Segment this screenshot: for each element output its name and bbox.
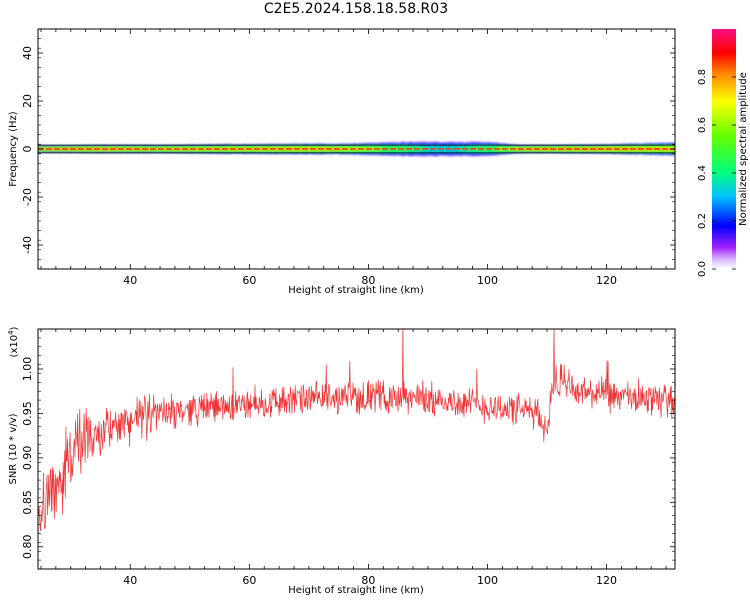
y-tick-label: 40 [21, 46, 34, 60]
y-tick-label: 0.80 [21, 535, 34, 560]
y-tick-label: 1.00 [21, 357, 34, 382]
x-tick-label: 80 [361, 574, 375, 587]
spectrogram-panel: 40 60 80 100 120 -40 -20 0 20 40 Height of straig… [8, 28, 676, 296]
y-tick-label: 0.95 [21, 401, 34, 426]
x-tick-label: 40 [123, 574, 137, 587]
y-tick-label: -40 [21, 236, 34, 254]
x-tick-label: 80 [361, 274, 375, 287]
x-tick-label: 60 [242, 274, 256, 287]
colorbar-tick-label: 0.0 [697, 261, 708, 277]
y-tick-label: -20 [21, 188, 34, 206]
snr-ticks: 40 60 80 100 120 0.80 0.85 0.90 0.95 1.00 [21, 329, 675, 587]
y-tick-label: 0.90 [21, 446, 34, 471]
x-tick-label: 120 [596, 274, 617, 287]
spectrogram-ylabel: Frequency (Hz) [8, 111, 19, 187]
snr-scale-label: (x10 [9, 335, 20, 358]
colorbar-tick-label: 0.4 [697, 165, 708, 181]
x-tick-label: 40 [123, 274, 137, 287]
snr-panel: 40 60 80 100 120 0.80 0.85 0.90 0.95 1.00 Height … [7, 326, 676, 596]
spectrogram-ticks: 40 60 80 100 120 -40 -20 0 20 40 [21, 28, 675, 287]
y-tick-label: 0.85 [21, 490, 34, 515]
chart-title: C2E5.2024.158.18.58.R03 [263, 1, 449, 17]
snr-scale-exp: 4 [7, 330, 15, 335]
spectrogram-band [38, 141, 675, 157]
colorbar-tick-label: 0.6 [697, 117, 708, 133]
colorbar-tick-label: 0.8 [697, 69, 708, 85]
y-tick-label: 0 [21, 146, 34, 153]
y-tick-label: 20 [21, 94, 34, 108]
snr-frame [37, 328, 676, 570]
colorbar-gradient [712, 29, 736, 269]
colorbar-label: Normalized spectral amplitude [738, 72, 749, 226]
colorbar: 0.0 0.2 0.4 0.6 0.8 Normalized spectral ampl… [697, 29, 749, 277]
colorbar-ticks: 0.0 0.2 0.4 0.6 0.8 [697, 69, 736, 277]
snr-plot-area [38, 329, 675, 569]
x-tick-label: 100 [477, 574, 498, 587]
snr-xlabel: Height of straight line (km) [288, 585, 424, 596]
colorbar-tick-label: 0.2 [697, 213, 708, 229]
x-tick-label: 60 [242, 574, 256, 587]
snr-ylabel: SNR (10 * v/v) [8, 413, 19, 484]
x-tick-label: 100 [477, 274, 498, 287]
svg-text:(x104): (x104) [7, 326, 20, 357]
x-tick-label: 120 [596, 574, 617, 587]
snr-series-line [38, 329, 675, 532]
spectrogram-xlabel: Height of straight line (km) [288, 285, 424, 296]
